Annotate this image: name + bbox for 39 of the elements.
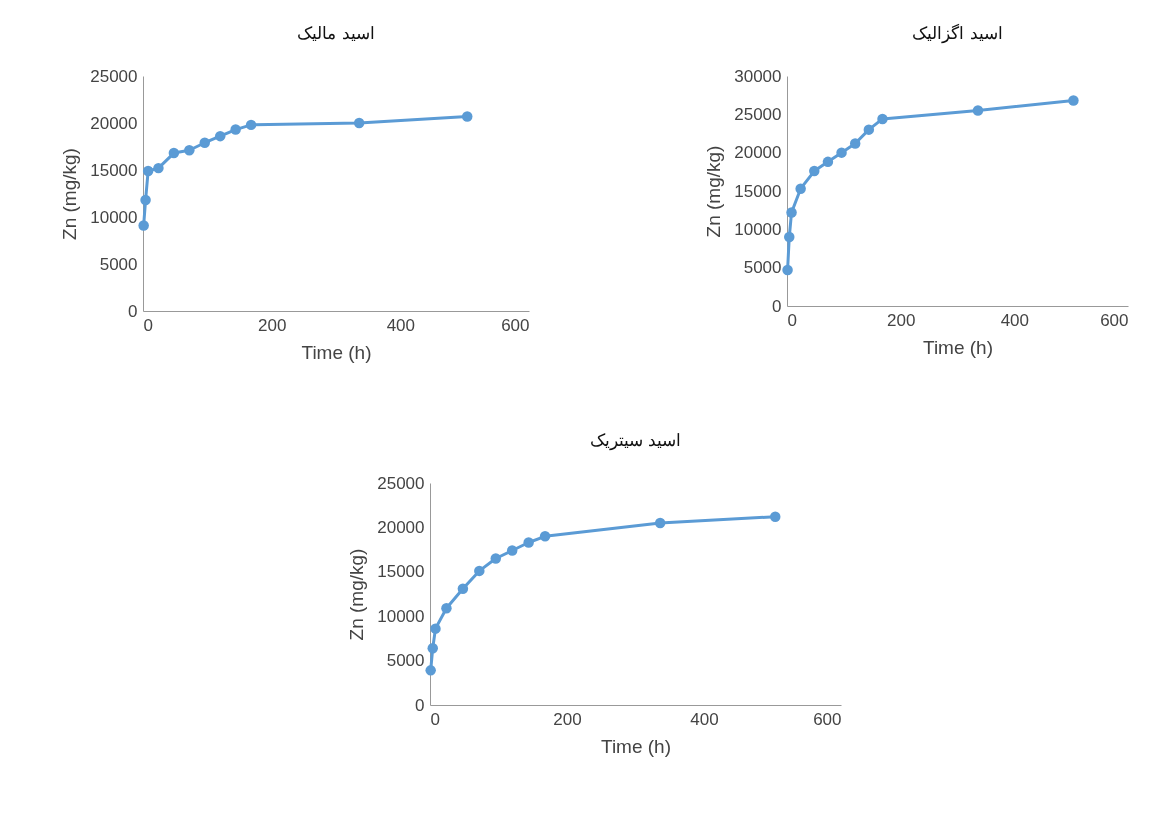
x-tick-label: 600 (813, 709, 842, 729)
x-tick-label: 400 (386, 315, 416, 335)
x-tick-label: 600 (501, 315, 530, 335)
y-tick-label: 20000 (734, 143, 782, 163)
y-tick-label: 25000 (734, 104, 782, 124)
x-tick-label: 400 (690, 709, 719, 729)
y-tick-label: 20000 (377, 517, 425, 537)
x-axis-title: Time (h) (922, 336, 994, 358)
y-tick-label: 5000 (386, 651, 425, 671)
y-tick-label: 25000 (377, 473, 425, 493)
y-tick-label: 15000 (734, 181, 782, 201)
y-axis-title: Zn (mg/kg) (59, 148, 81, 240)
y-tick-label: 30000 (734, 66, 782, 86)
x-tick-label: 200 (886, 310, 916, 330)
x-axis-title: Time (h) (600, 735, 672, 757)
y-tick-label: 15000 (377, 562, 425, 582)
x-tick-label: 600 (1100, 310, 1129, 330)
x-axis-title: Time (h) (301, 341, 372, 363)
y-tick-label: 5000 (99, 254, 138, 274)
y-tick-label: 10000 (377, 606, 425, 626)
y-axis-title: Zn (mg/kg) (346, 548, 368, 641)
x-tick-label: 0 (143, 315, 153, 335)
y-axis-title: Zn (mg/kg) (703, 145, 725, 238)
y-tick-label: 20000 (90, 113, 138, 133)
x-tick-label: 0 (430, 709, 440, 729)
y-tick-label: 5000 (743, 258, 782, 278)
y-tick-label: 15000 (90, 160, 138, 180)
y-tick-label: 0 (415, 695, 425, 715)
y-tick-label: 10000 (734, 219, 782, 239)
x-tick-label: 200 (257, 315, 287, 335)
y-tick-label: 25000 (90, 66, 138, 86)
chart-title: اسید مالیک (297, 23, 375, 43)
y-tick-label: 10000 (90, 207, 138, 227)
x-tick-label: 400 (1000, 310, 1030, 330)
chart-title: اسید سیتریک (589, 430, 682, 451)
x-tick-label: 0 (787, 310, 797, 330)
x-tick-label: 200 (553, 709, 582, 729)
y-tick-label: 0 (772, 296, 782, 316)
chart-title: اسید اگزالیک (912, 23, 1003, 44)
